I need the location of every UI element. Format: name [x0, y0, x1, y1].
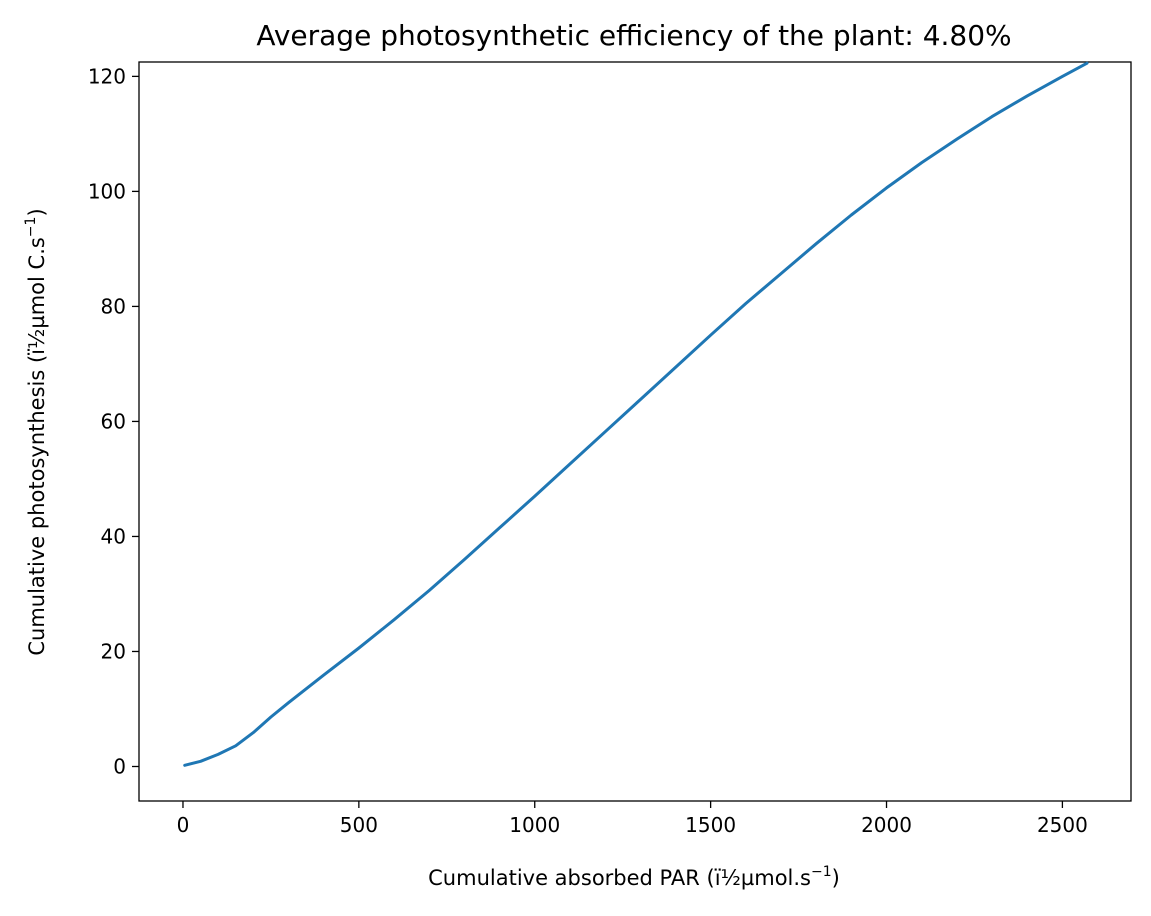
plot-area: [138, 61, 1132, 802]
x-tick-label: 2000: [861, 813, 912, 837]
y-tick-label: 0: [113, 754, 126, 778]
x-tick-label: 0: [177, 813, 190, 837]
series-line: [183, 61, 1089, 767]
x-tick-label: 2500: [1037, 813, 1088, 837]
y-tick-label: 40: [101, 524, 126, 548]
chart-title: Average photosynthetic efficiency of the…: [256, 19, 1011, 52]
x-tick-label: 1500: [685, 813, 736, 837]
y-tick-label: 60: [101, 409, 126, 433]
x-axis-label: Cumulative absorbed PAR (ï½µmol.s−1): [428, 864, 840, 890]
y-tick-label: 100: [88, 179, 126, 203]
x-tick-label: 500: [340, 813, 378, 837]
y-tick-label: 80: [101, 294, 126, 318]
y-axis: 0 20 40 60 80 100 120: [88, 64, 139, 778]
x-axis: 0 500 1000 1500 2000 2500: [177, 801, 1088, 837]
x-tick-label: 1000: [509, 813, 560, 837]
y-axis-label: Cumulative photosynthesis (ï½µmol C.s−1): [23, 208, 49, 655]
y-tick-label: 120: [88, 64, 126, 88]
y-tick-label: 20: [101, 639, 126, 663]
